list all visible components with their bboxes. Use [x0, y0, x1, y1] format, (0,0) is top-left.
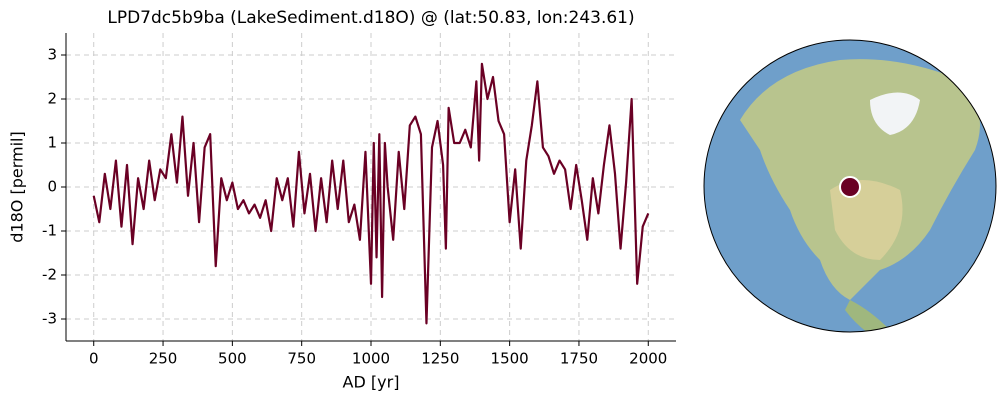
y-axis-label: d18O [permil] [8, 131, 27, 242]
x-tick-label: 500 [218, 350, 247, 368]
x-tick-label: 0 [89, 350, 99, 368]
data-line [92, 62, 650, 325]
y-tick-label: -3 [42, 310, 57, 328]
y-tick-label: 1 [47, 134, 57, 152]
site-marker [839, 176, 861, 198]
land [740, 59, 980, 300]
land [830, 180, 903, 260]
ice [870, 92, 920, 135]
x-tick-label: 250 [149, 350, 178, 368]
chart-title: LPD7dc5b9ba (LakeSediment.d18O) @ (lat:5… [107, 8, 634, 28]
x-tick-label: 1500 [491, 350, 529, 368]
globe [703, 39, 997, 333]
y-tick-label: 2 [47, 90, 57, 108]
x-tick-label: 1250 [421, 350, 459, 368]
x-tick-label: 750 [287, 350, 316, 368]
globe-outline [703, 39, 997, 333]
x-tick-label: 1000 [352, 350, 390, 368]
y-tick-label: -1 [42, 222, 57, 240]
x-axis-label: AD [yr] [343, 373, 400, 392]
x-tick-label: 2000 [629, 350, 667, 368]
y-tick-label: 0 [47, 178, 57, 196]
y-tick-label: -2 [42, 266, 57, 284]
x-tick-label: 1750 [560, 350, 598, 368]
y-tick-label: 3 [47, 46, 57, 64]
